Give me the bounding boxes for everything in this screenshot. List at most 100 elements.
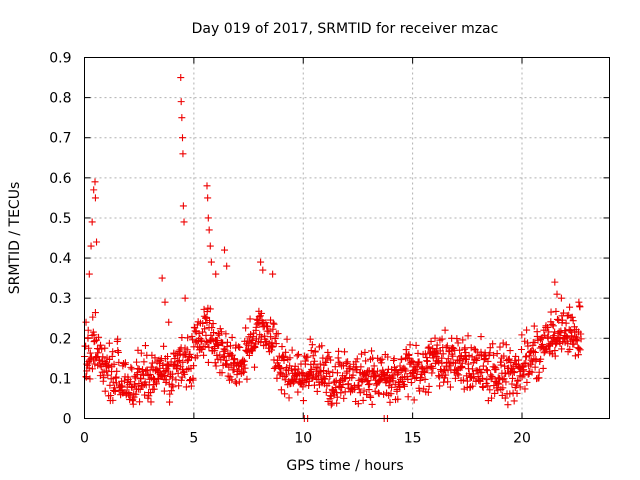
data-point <box>269 325 277 333</box>
data-point <box>129 400 137 408</box>
data-point <box>193 352 201 360</box>
data-point <box>221 246 228 254</box>
data-point <box>267 346 275 354</box>
data-point <box>283 335 291 343</box>
data-point <box>245 351 253 359</box>
data-point <box>190 362 198 370</box>
data-point <box>357 350 365 358</box>
data-point <box>557 294 565 302</box>
data-point <box>428 363 436 371</box>
data-point <box>363 391 371 399</box>
data-point <box>364 381 372 389</box>
data-point <box>538 340 546 348</box>
data-point <box>240 368 248 376</box>
data-point <box>384 353 392 361</box>
data-point <box>435 373 443 381</box>
data-point <box>499 384 507 392</box>
data-point <box>214 330 222 338</box>
data-point <box>152 380 160 388</box>
data-point <box>174 369 182 377</box>
x-tick-label: 20 <box>513 431 531 447</box>
data-point <box>174 358 182 366</box>
data-point <box>342 374 350 382</box>
data-point <box>414 349 422 357</box>
data-point <box>314 371 322 379</box>
data-point <box>443 342 451 350</box>
data-point <box>86 375 94 383</box>
data-point <box>479 374 487 382</box>
data-point <box>338 383 346 391</box>
data-point <box>301 352 309 360</box>
data-point <box>555 328 563 336</box>
data-point <box>549 322 557 330</box>
data-point <box>294 350 302 358</box>
data-point <box>558 345 566 353</box>
data-point <box>493 350 501 358</box>
x-tick-label: 0 <box>80 431 89 447</box>
data-point <box>486 344 494 352</box>
data-point <box>423 354 431 362</box>
data-point <box>228 333 236 341</box>
data-point <box>535 368 543 376</box>
data-point <box>456 346 464 354</box>
data-point <box>180 218 188 226</box>
data-point <box>551 278 559 286</box>
data-point <box>216 325 224 333</box>
data-point <box>511 357 519 365</box>
data-point <box>333 399 341 407</box>
data-point <box>240 361 248 369</box>
data-point <box>459 336 467 344</box>
data-point <box>374 367 382 375</box>
data-point <box>333 369 341 377</box>
data-point <box>316 360 324 368</box>
data-point <box>179 358 187 366</box>
data-point <box>368 400 376 408</box>
data-point <box>477 333 485 341</box>
data-point <box>148 359 156 367</box>
data-point <box>475 377 483 385</box>
data-point <box>479 362 487 370</box>
data-point <box>523 326 531 334</box>
data-point <box>337 389 345 397</box>
data-point <box>500 352 508 360</box>
data-point <box>341 348 349 356</box>
data-point <box>390 356 398 364</box>
data-point <box>525 352 533 360</box>
data-point <box>322 359 330 367</box>
x-axis-label: GPS time / hours <box>286 458 403 474</box>
data-point <box>446 362 454 370</box>
data-point <box>501 394 509 402</box>
data-point <box>204 358 212 366</box>
data-point <box>85 270 93 278</box>
data-point <box>528 347 536 355</box>
data-point <box>406 341 414 349</box>
data-point <box>412 341 420 349</box>
data-point <box>552 307 560 315</box>
data-point <box>391 367 399 375</box>
data-point <box>488 373 496 381</box>
data-point <box>85 364 93 372</box>
data-point <box>154 374 162 382</box>
data-point <box>257 309 265 317</box>
data-point <box>360 387 368 395</box>
data-point <box>84 334 92 342</box>
data-point <box>486 386 494 394</box>
data-point <box>304 353 312 361</box>
data-point <box>488 394 496 402</box>
data-point <box>453 335 461 343</box>
data-point <box>468 365 476 373</box>
data-point <box>136 398 144 406</box>
chart-title: Day 019 of 2017, SRMTID for receiver mza… <box>192 21 499 37</box>
data-point <box>222 330 230 338</box>
data-point <box>270 320 278 328</box>
data-point <box>325 379 333 387</box>
data-point <box>548 320 556 328</box>
data-point <box>126 391 134 399</box>
data-point <box>110 360 118 368</box>
data-point <box>239 356 247 364</box>
data-point <box>408 357 416 365</box>
plot-frame <box>84 57 610 419</box>
data-point <box>88 365 96 373</box>
data-point <box>97 341 105 349</box>
data-point <box>553 315 561 323</box>
